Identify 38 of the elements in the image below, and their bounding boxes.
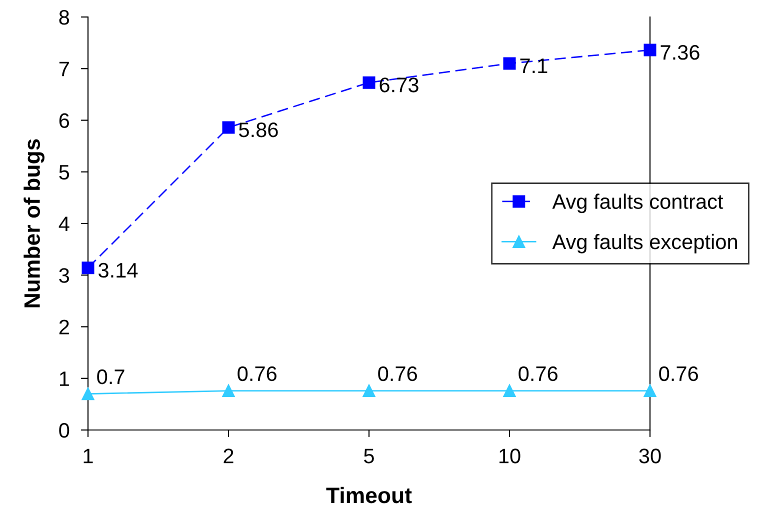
x-axis-title: Timeout	[326, 486, 412, 504]
data-label: 7.36	[660, 45, 700, 60]
y-tick-label: 4	[58, 216, 70, 232]
point	[362, 76, 376, 89]
data-label: 0.76	[378, 366, 417, 382]
y-tick-label: 6	[59, 113, 70, 128]
data-label: 7.1	[520, 58, 548, 74]
data-label: 0.76	[238, 366, 276, 382]
y-axis-title: Number of bugs	[24, 139, 44, 308]
legend-label: Avg faults contract	[552, 194, 724, 214]
y-tick-label: 0	[59, 423, 70, 438]
y-tick-label: 3	[59, 268, 70, 283]
x-tick-label: 30	[639, 448, 661, 464]
data-label: 0.76	[659, 366, 698, 382]
point	[644, 384, 656, 398]
point	[222, 121, 235, 134]
y-tick-label: 8	[59, 10, 70, 25]
point	[222, 384, 235, 398]
data-label: 0.76	[518, 366, 558, 382]
y-tick-label: 1	[60, 372, 69, 386]
point	[82, 388, 94, 400]
point	[362, 384, 376, 398]
x-tick-label: 1	[84, 448, 93, 464]
data-label: 3.14	[98, 262, 138, 278]
x-tick-label: 5	[364, 448, 374, 464]
x-tick-label: 2	[224, 448, 234, 464]
data-label: 6.73	[380, 78, 418, 92]
y-tick-label: 5	[59, 165, 70, 180]
data-label: 5.86	[239, 122, 278, 138]
point	[503, 57, 516, 70]
legend-label: Avg faults exception	[552, 234, 737, 254]
x-tick-label: 10	[500, 448, 520, 464]
point	[82, 262, 94, 274]
y-tick-label: 2	[59, 320, 69, 334]
y-tick-label: 7	[59, 62, 69, 76]
point	[503, 384, 516, 398]
point	[644, 44, 656, 56]
data-label: 0.7	[97, 369, 124, 384]
